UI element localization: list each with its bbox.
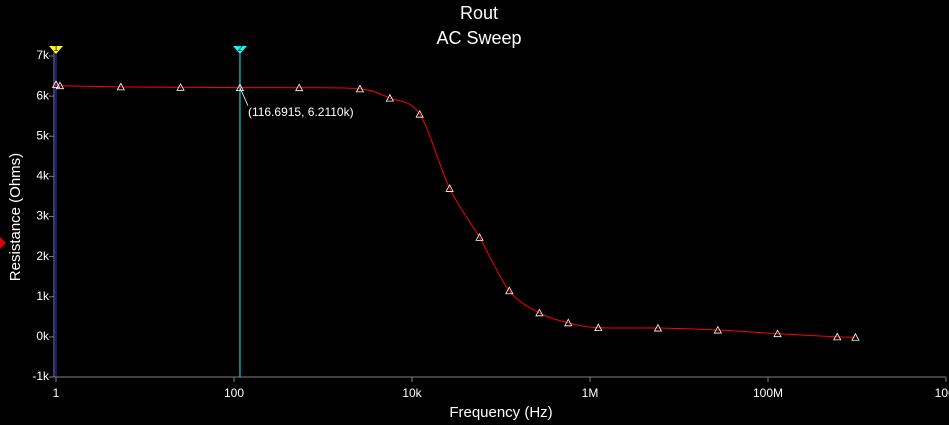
- data-point: [475, 233, 484, 241]
- data-point: [445, 184, 454, 192]
- y-tick-label: 4k: [36, 169, 50, 183]
- y-tick-label: 6k: [36, 88, 50, 102]
- data-point: [535, 308, 544, 317]
- data-point: [713, 325, 722, 334]
- data-line: [53, 83, 856, 338]
- y-tick-label: 2k: [36, 249, 50, 263]
- data-point: [51, 80, 61, 88]
- x-axis-title: Frequency (Hz): [449, 404, 552, 421]
- cursor-label: 1: [54, 44, 59, 53]
- x-tick-label: 1M: [582, 386, 599, 400]
- y-tick-label: -1k: [32, 369, 50, 383]
- data-point: [116, 82, 125, 91]
- data-point: [833, 332, 842, 341]
- data-point: [505, 286, 514, 295]
- y-tick-label: 0k: [36, 329, 50, 343]
- data-point: [415, 109, 424, 118]
- annotation: (116.6915, 6.2110k): [248, 105, 354, 119]
- annotation-leader: [239, 87, 249, 106]
- data-point: [295, 83, 304, 92]
- x-tick-label: 1: [53, 386, 60, 400]
- data-point: [176, 82, 185, 91]
- data-point: [773, 329, 782, 338]
- y-tick-label: 5k: [36, 128, 50, 142]
- x-tick-label: 100M: [753, 386, 783, 400]
- data-point: [564, 318, 573, 327]
- x-tick-label: 10k: [402, 386, 422, 400]
- data-point: [385, 93, 395, 102]
- y-tick-label: 1k: [36, 289, 50, 303]
- chart-title: Rout: [460, 3, 498, 23]
- chart-subtitle: AC Sweep: [436, 28, 521, 48]
- y-tick-label: 7k: [36, 48, 50, 62]
- y-axis-title: Resistance (Ohms): [7, 153, 24, 281]
- edge-marker: [0, 237, 6, 249]
- data-point: [594, 323, 603, 332]
- cursor-flag: [232, 46, 247, 54]
- data-point: [355, 84, 365, 93]
- data-point: [235, 83, 245, 92]
- cursor-flag: [49, 46, 63, 54]
- data-point: [851, 332, 860, 341]
- cursor-label: 2: [238, 44, 243, 53]
- data-point: [653, 323, 663, 332]
- x-tick-label: 100: [224, 386, 244, 400]
- y-tick-label: 3k: [36, 209, 50, 223]
- x-tick-label: 10G: [935, 386, 949, 400]
- data-point: [55, 81, 65, 90]
